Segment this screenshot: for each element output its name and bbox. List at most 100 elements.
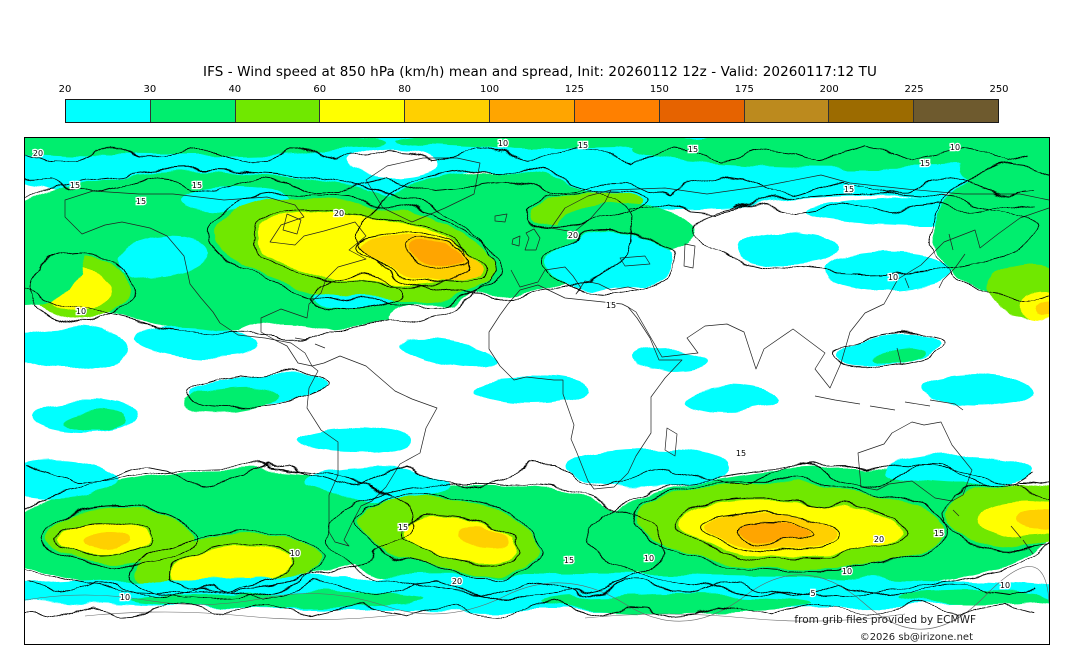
colorbar-segment — [150, 100, 236, 122]
colorbar-tick: 125 — [564, 84, 584, 95]
contour-value-label: 15 — [606, 301, 616, 310]
spread-contour — [355, 493, 545, 577]
wind-fill-region — [900, 591, 1049, 605]
coastline — [610, 174, 1049, 201]
wind-fill-region — [400, 338, 500, 368]
coastline — [64, 190, 367, 367]
coastline — [948, 233, 954, 251]
contour-value-label: 15 — [920, 159, 930, 168]
contour-value-label: 15 — [578, 141, 588, 150]
colorbar-segment — [659, 100, 745, 122]
coastline-antarctica — [25, 566, 1049, 630]
contour-value-label: 10 — [290, 549, 300, 558]
wind-fill-region — [67, 410, 127, 430]
spread-contour — [586, 465, 1049, 595]
wind-fill-region — [548, 233, 672, 293]
wind-fill-region — [300, 427, 410, 453]
contour-value-label: 10 — [76, 307, 86, 316]
contour-value-label: 5 — [810, 589, 815, 598]
colorbar-segment — [405, 100, 491, 122]
spread-contour — [832, 332, 942, 368]
coastline — [511, 235, 521, 247]
wind-fill-region — [581, 286, 677, 314]
wind-fill-region — [682, 388, 778, 412]
wind-fill-region — [305, 467, 449, 499]
colorbar-segment — [66, 100, 151, 122]
spread-contour — [545, 231, 675, 295]
coastline — [929, 399, 964, 411]
colorbar-tick: 200 — [819, 84, 839, 95]
coastline — [294, 337, 326, 349]
spread-contour-line — [25, 177, 1034, 195]
spread-contour — [523, 187, 647, 229]
wind-fill-region — [402, 517, 518, 563]
coastline — [896, 347, 902, 365]
colorbar-tick: 40 — [228, 84, 242, 95]
spread-contour-line — [25, 149, 1034, 163]
contour-value-label: 15 — [398, 523, 408, 532]
wind-fill-region — [472, 377, 588, 403]
wind-fill-region — [25, 616, 1049, 644]
coastline — [904, 277, 910, 289]
spread-contour — [56, 520, 154, 556]
coastline — [510, 266, 640, 295]
contour-value-label: 20 — [452, 577, 462, 586]
wind-fill-region — [825, 252, 949, 288]
contour-value-label: 15 — [844, 185, 854, 194]
wind-speed-fill-layer — [25, 138, 1049, 644]
wind-fill-region — [232, 322, 342, 366]
attribution-copyright: ©2026 sb@irizone.net — [860, 632, 973, 643]
spread-contour-layer — [25, 149, 1049, 616]
coastline — [524, 228, 541, 251]
wind-fill-region — [25, 201, 87, 305]
wind-fill-region — [1037, 301, 1049, 315]
wind-fill-region — [1019, 510, 1049, 530]
coastline — [619, 255, 651, 267]
spread-contour — [734, 520, 812, 542]
colorbar-segment — [829, 100, 915, 122]
contour-label-layer: 20 15 15 15 20 10 15 15 20 10 15 15 10 10 15 15 15 10 20 15… — [32, 138, 1012, 603]
spread-contour-line — [25, 582, 1034, 598]
wind-fill-region — [871, 345, 923, 363]
wind-fill-region — [130, 592, 420, 608]
colorbar-segment — [235, 100, 321, 122]
coastline — [550, 189, 612, 233]
wind-fill-region — [25, 460, 115, 500]
wind-fill-region — [737, 521, 809, 541]
contour-value-label: 20 — [334, 209, 344, 218]
colorbar-tick: 250 — [989, 84, 1009, 95]
spread-contour — [358, 168, 632, 298]
coastline — [365, 157, 481, 223]
colorbar-tick: 60 — [313, 84, 327, 95]
colorbar-segment — [744, 100, 830, 122]
spread-contour — [44, 504, 196, 566]
coastline — [494, 213, 508, 223]
contour-value-label: 20 — [874, 535, 884, 544]
spread-contour — [30, 252, 136, 324]
contour-value-label: 20 — [33, 149, 43, 158]
colorbar-segment — [914, 100, 998, 122]
contour-value-label: 15 — [564, 556, 574, 565]
spread-contour — [207, 194, 503, 306]
spread-contour — [692, 192, 1034, 274]
colorbar-tick: 150 — [649, 84, 669, 95]
map-canvas: 20 15 15 15 20 10 15 15 20 10 15 15 10 10 15 15 15 10 20 15… — [25, 138, 1049, 644]
spread-contour — [326, 480, 664, 600]
colorbar-tick: 175 — [734, 84, 754, 95]
wind-fill-region — [630, 138, 1049, 168]
coastline — [488, 284, 683, 490]
spread-contour — [631, 480, 949, 572]
coastline — [814, 395, 931, 411]
spread-contour — [310, 276, 400, 312]
coastline — [282, 213, 302, 235]
contour-value-label: 15 — [688, 145, 698, 154]
wind-fill-region — [85, 532, 129, 548]
coastline-antarctica — [84, 611, 906, 622]
contour-value-label: 20 — [568, 231, 578, 240]
coastline — [857, 421, 973, 502]
colorbar-tick: 225 — [904, 84, 924, 95]
colorbar-segment — [574, 100, 660, 122]
wind-fill-region — [407, 242, 467, 266]
colorbar-tick: 30 — [143, 84, 157, 95]
colorbar-tick: 80 — [398, 84, 411, 95]
